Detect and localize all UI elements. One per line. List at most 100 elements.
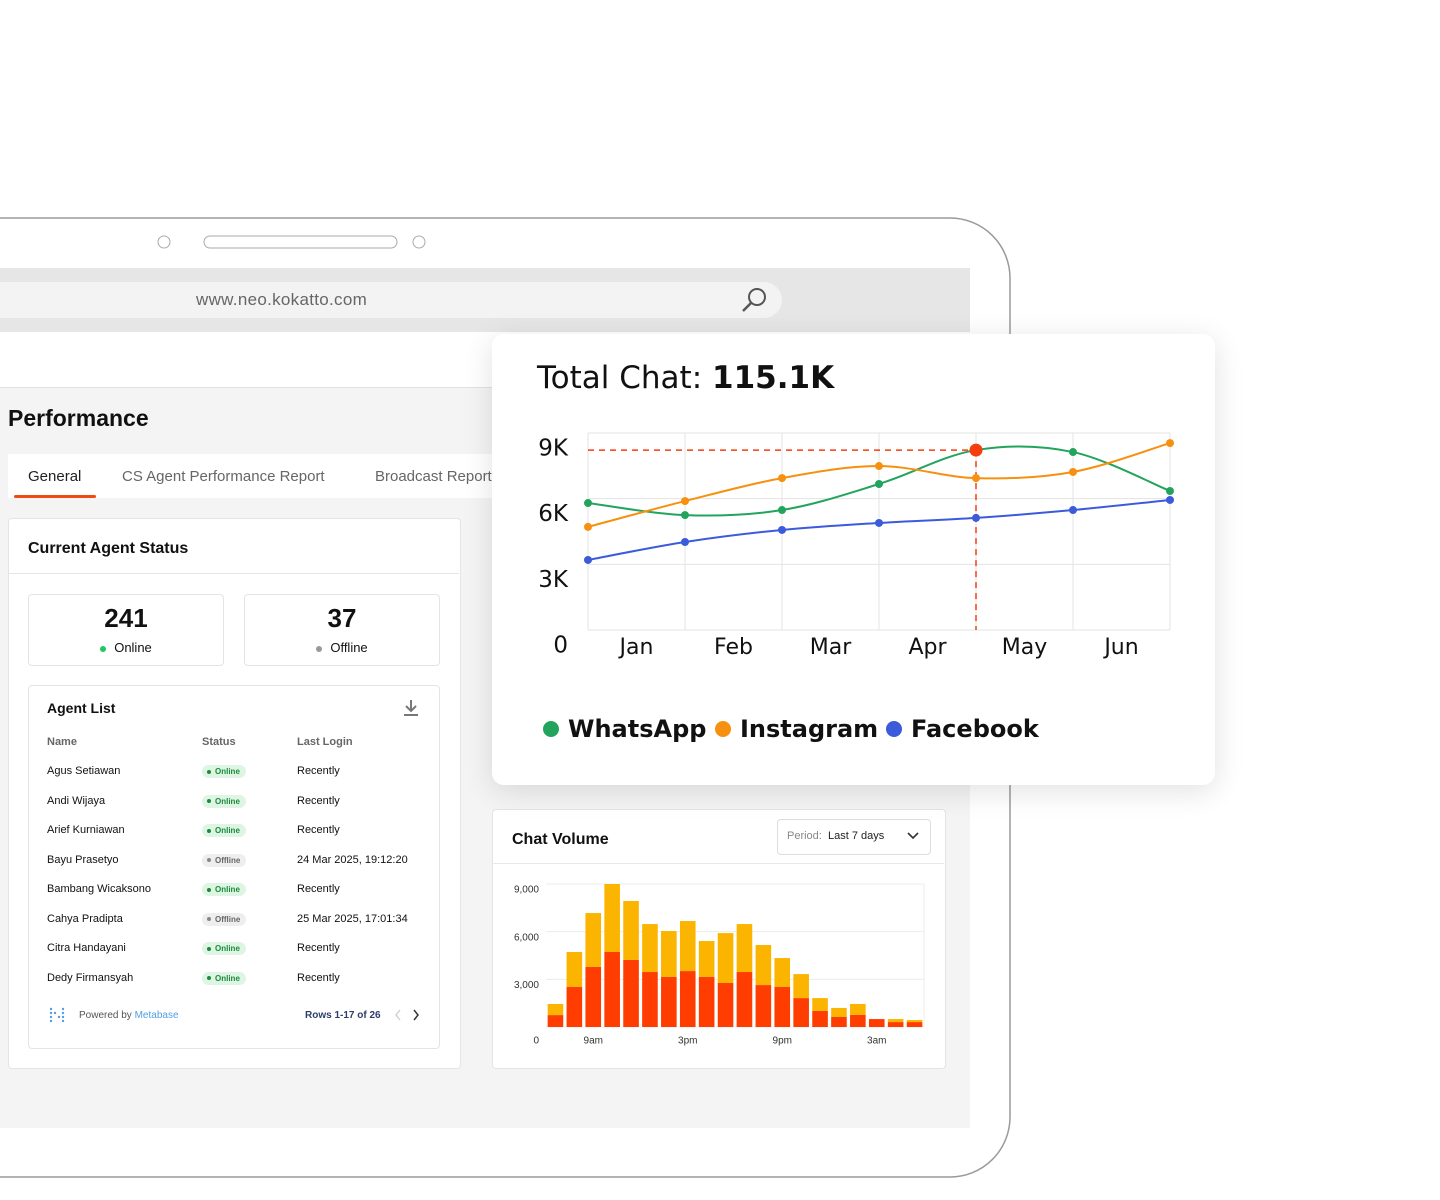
agent-list-card [28,685,440,1049]
bar-segment [774,986,791,1027]
last-login: Recently [297,942,340,954]
bar-segment [793,974,809,999]
card-title: Current Agent Status [28,540,189,557]
x-tick-label: 9pm [773,1036,792,1047]
data-point [681,497,689,506]
status-badge: Online [202,765,246,778]
y-tick-label: 0 [553,633,568,659]
column-header: Last Login [297,736,353,748]
stat-label-text: Online [114,640,152,655]
y-tick-label: 9K [538,436,569,462]
tab[interactable]: General [28,468,82,485]
total-chat-chart: 0 3K 6K 9K Jan Feb Mar Apr May Jun WhatsApp Instagr… [538,432,1174,743]
title-total: 115.1K [712,360,835,396]
download-icon[interactable] [402,699,420,717]
chat-volume-chart: 0 3,000 6,000 9,000 9am 3pm 9pm 3am [514,883,925,1047]
bar-segment [717,933,734,983]
tab[interactable]: CS Agent Performance Report [122,468,325,485]
title-label: Total Chat: [537,360,703,396]
bar-segment [679,971,696,1027]
data-point [1166,495,1174,504]
status-dot [207,917,211,922]
camera [157,235,171,249]
bar-segment [661,931,677,977]
bar-segment [887,1022,904,1027]
bar-segment [736,924,753,973]
powered-text: Powered by [79,1010,132,1021]
bar-segment [831,1016,847,1027]
data-point [778,474,786,483]
data-point [681,538,689,547]
data-point [778,525,786,534]
brand-link[interactable]: Metabase [134,1010,179,1021]
url-bar [0,282,782,318]
sensor [412,235,426,249]
bar-segment [774,958,791,987]
x-tick-label: Mar [810,635,852,660]
search-icon[interactable] [748,288,766,306]
legend-swatch [543,721,559,737]
stat-label: Online [28,640,224,655]
card-title: Chat Volume [512,831,609,848]
period-dropdown[interactable] [777,819,931,855]
y-tick-label: 6K [538,501,569,527]
x-tick-label: 3am [867,1036,886,1047]
stat-value: 241 [104,603,148,633]
bar-segment [887,1019,904,1023]
legend-label: Instagram [740,715,878,743]
pagination-arrows[interactable] [392,1008,424,1022]
y-tick-label: 3K [538,567,569,593]
status-badge: Online [202,794,246,808]
y-tick-label: 6,000 [514,932,539,943]
status-badge: Online [202,971,246,985]
data-point [1166,487,1174,496]
bar-segment [812,998,828,1011]
stat-label: Offline [244,640,440,655]
x-tick-label: May [1002,635,1047,660]
column-header: Status [202,736,236,748]
bar-segment [812,1010,828,1027]
data-point [584,522,592,531]
x-tick-label: Jun [1102,635,1138,660]
url: www.neo.kokatto.com [196,290,368,309]
status-dot [207,799,211,804]
data-point [875,518,883,527]
column-header: Name [47,736,77,748]
data-point [584,555,592,564]
stat-card [244,594,440,666]
status-dot [316,645,323,652]
bar-segment [736,972,753,1027]
bar-segment [585,966,602,1027]
total-chat-card [492,334,1215,785]
status-text: Offline [215,914,241,924]
bar-segment [698,976,715,1027]
data-point [1166,439,1174,448]
data-point [1069,467,1077,476]
chevron [907,832,919,840]
bar-segment [850,1014,866,1027]
agent-name: Cahya Pradipta [47,912,123,925]
stat-value: 37 [327,603,357,633]
powered-by: Powered by Metabase [79,1010,179,1021]
metabase-logo [49,1007,65,1023]
agent-name: Arief Kurniawan [47,824,125,836]
list-title: Agent List [47,700,116,716]
tab[interactable]: Broadcast Report [375,468,492,485]
bar-segment [906,1022,923,1027]
legend-swatch [886,721,902,737]
x-tick-label: Feb [714,635,753,660]
x-tick-label: 3pm [678,1036,697,1047]
stat-label-text: Offline [330,640,368,655]
status-text: Online [215,826,240,835]
y-tick-label: 9,000 [514,885,539,896]
bar-segment [642,924,658,973]
data-point [681,511,689,520]
bar-segment [679,921,696,972]
tab-bar [8,454,508,498]
bar-segment [604,952,620,1027]
bar-segment [566,986,583,1027]
last-login: Recently [297,883,340,895]
data-point [875,480,883,489]
y-tick-label: 0 [533,1036,539,1047]
